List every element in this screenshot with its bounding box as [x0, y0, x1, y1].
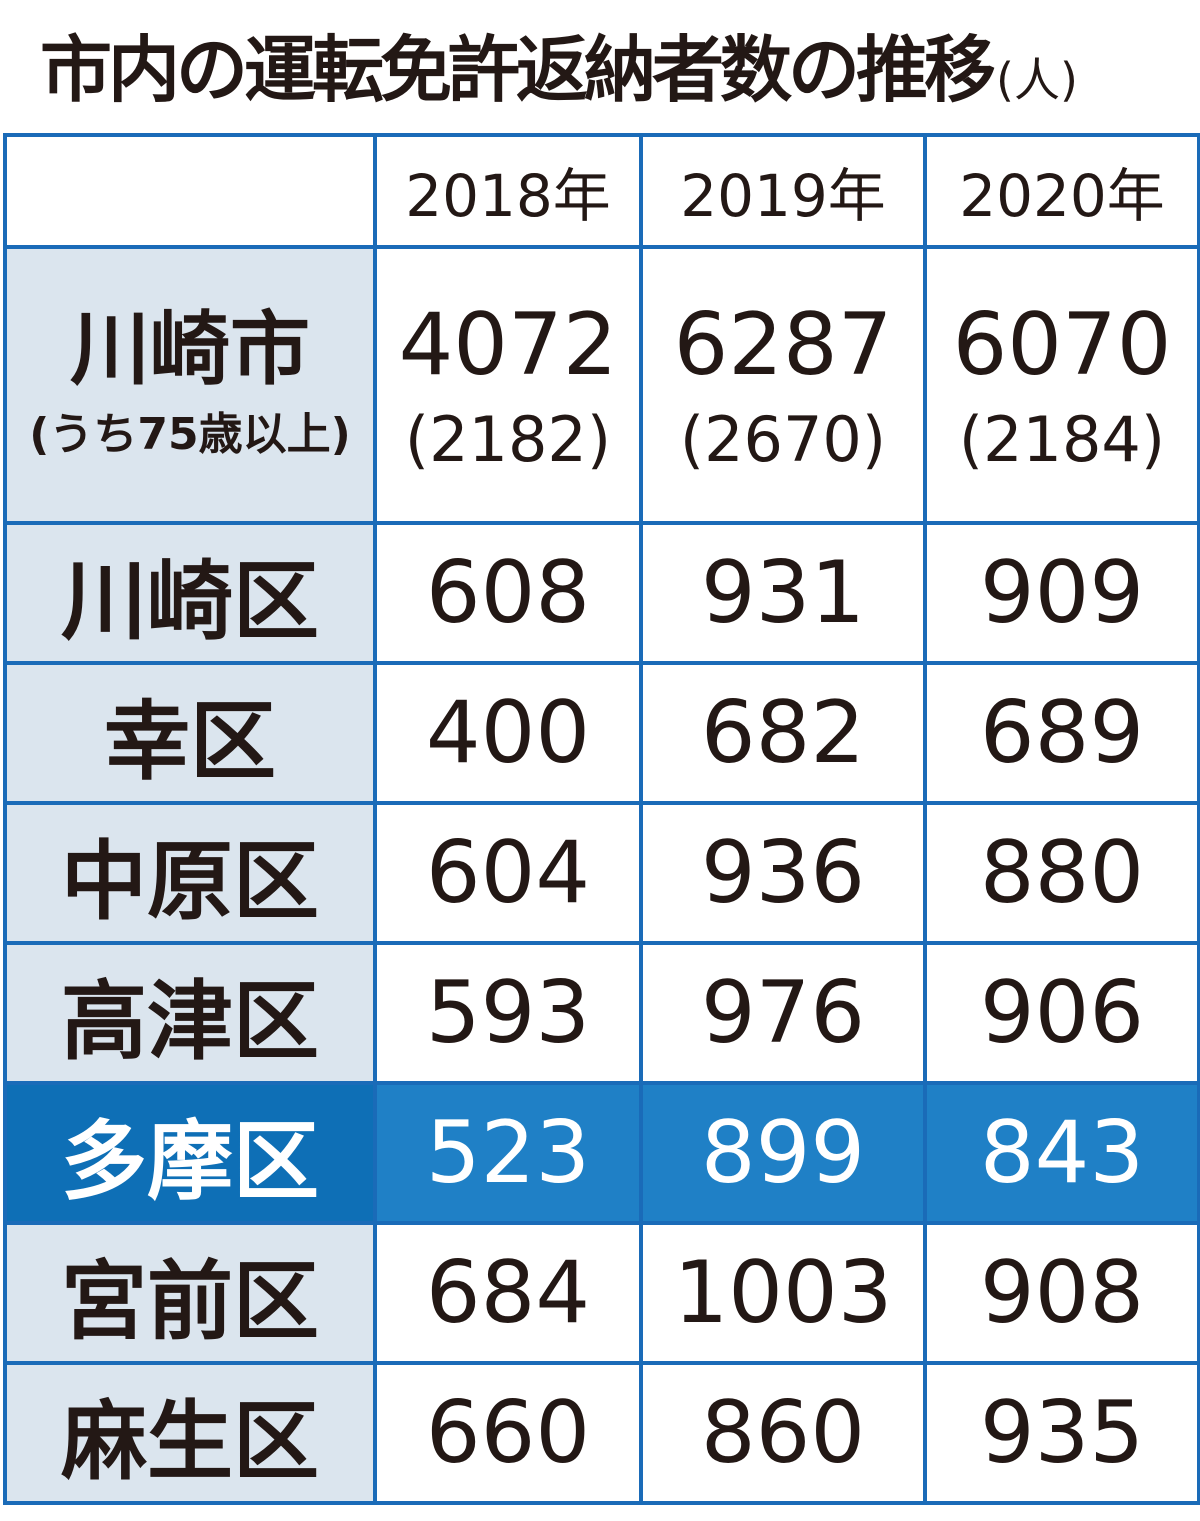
ward-value: 908	[923, 1221, 1200, 1365]
ward-row: 幸区 400 682 689	[3, 661, 1200, 805]
ward-row: 川崎区 608 931 909	[3, 521, 1200, 665]
ward-row: 中原区 604 936 880	[3, 801, 1200, 945]
city-cell: 6287 (2670)	[639, 245, 927, 525]
city-sub-label: (うち75歳以上)	[29, 409, 351, 460]
ward-value: 684	[373, 1221, 643, 1365]
row-label-cell: 川崎市 (うち75歳以上)	[3, 245, 377, 525]
city-cell: 4072 (2182)	[373, 245, 643, 525]
column-header: 2018年	[373, 133, 643, 249]
ward-value: 976	[639, 941, 927, 1085]
ward-value: 1003	[639, 1221, 927, 1365]
city-total-row: 川崎市 (うち75歳以上) 4072 (2182) 6287 (2670) 6070…	[3, 245, 1200, 525]
ward-value: 593	[373, 941, 643, 1085]
ward-value: 936	[639, 801, 927, 945]
ward-value: 931	[639, 521, 927, 665]
title-text: 市内の運転免許返納者数の推移	[40, 28, 996, 112]
ward-value: 400	[373, 661, 643, 805]
chart-title: 市内の運転免許返納者数の推移 (人)	[40, 10, 1078, 120]
ward-name: 高津区	[3, 941, 377, 1085]
ward-value: 608	[373, 521, 643, 665]
ward-value: 523	[373, 1081, 643, 1225]
ward-value: 604	[373, 801, 643, 945]
ward-value: 906	[923, 941, 1200, 1085]
ward-value: 899	[639, 1081, 927, 1225]
city-cell: 6070 (2184)	[923, 245, 1200, 525]
ward-value: 880	[923, 801, 1200, 945]
ward-row: 高津区 593 976 906	[3, 941, 1200, 1085]
column-header: 2020年	[923, 133, 1200, 249]
ward-name: 中原区	[3, 801, 377, 945]
city-total: 4072	[398, 295, 618, 395]
ward-name: 川崎区	[3, 521, 377, 665]
ward-value: 860	[639, 1361, 927, 1505]
corner-cell	[3, 133, 377, 249]
city-name: 川崎市	[70, 303, 310, 396]
ward-value: 682	[639, 661, 927, 805]
unit-label: (人)	[996, 53, 1078, 107]
ward-value: 660	[373, 1361, 643, 1505]
city-total: 6287	[673, 295, 893, 395]
ward-value: 935	[923, 1361, 1200, 1505]
column-header: 2019年	[639, 133, 927, 249]
ward-name: 幸区	[3, 661, 377, 805]
ward-name: 宮前区	[3, 1221, 377, 1365]
ward-row: 宮前区 684 1003 908	[3, 1221, 1200, 1365]
ward-name: 多摩区	[3, 1081, 377, 1225]
city-aged75: (2670)	[679, 403, 887, 476]
data-table: 2018年 2019年 2020年 川崎市 (うち75歳以上) 4072 (218…	[3, 133, 1200, 1505]
city-total: 6070	[952, 295, 1172, 395]
ward-value: 843	[923, 1081, 1200, 1225]
ward-name: 麻生区	[3, 1361, 377, 1505]
ward-row: 麻生区 660 860 935	[3, 1361, 1200, 1505]
ward-value: 909	[923, 521, 1200, 665]
ward-value: 689	[923, 661, 1200, 805]
city-aged75: (2182)	[404, 403, 612, 476]
ward-row: 多摩区 523 899 843	[3, 1081, 1200, 1225]
city-aged75: (2184)	[958, 403, 1166, 476]
header-row: 2018年 2019年 2020年	[3, 133, 1200, 249]
